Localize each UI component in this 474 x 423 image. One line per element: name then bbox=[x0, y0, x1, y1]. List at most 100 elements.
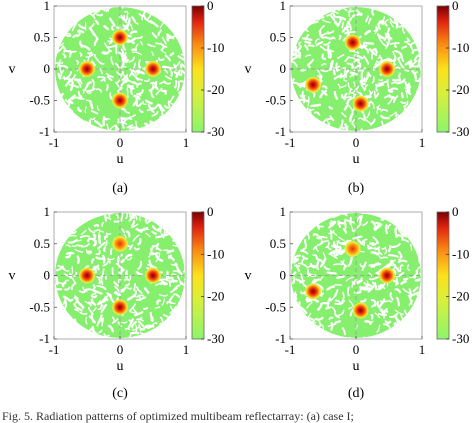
null-speckle bbox=[389, 112, 396, 117]
null-speckle bbox=[399, 313, 404, 321]
null-speckle bbox=[380, 108, 389, 112]
null-speckle bbox=[75, 78, 82, 88]
null-speckle bbox=[135, 270, 143, 276]
null-speckle bbox=[143, 306, 149, 311]
null-speckle bbox=[371, 76, 375, 84]
y-tick-label: -1 bbox=[39, 124, 50, 139]
null-speckle bbox=[334, 301, 344, 305]
null-speckle bbox=[397, 259, 408, 264]
null-speckle bbox=[125, 26, 130, 31]
null-speckle bbox=[124, 52, 128, 60]
null-speckle bbox=[113, 280, 120, 287]
null-speckle bbox=[374, 312, 381, 319]
null-speckle bbox=[351, 91, 356, 99]
null-speckle bbox=[84, 85, 89, 92]
colorbar bbox=[436, 211, 450, 340]
null-speckle bbox=[140, 228, 146, 233]
null-speckle bbox=[177, 55, 185, 62]
null-speckle bbox=[377, 285, 386, 290]
null-speckle bbox=[69, 74, 77, 83]
null-speckle bbox=[315, 283, 324, 291]
x-tick-label: -1 bbox=[285, 342, 296, 357]
null-speckle bbox=[337, 222, 341, 228]
null-speckle bbox=[300, 98, 306, 104]
null-speckle bbox=[422, 269, 424, 273]
null-speckle bbox=[305, 27, 309, 32]
null-speckle bbox=[342, 264, 347, 271]
null-speckle bbox=[121, 228, 126, 234]
null-speckle bbox=[318, 25, 325, 32]
null-speckle bbox=[100, 303, 108, 313]
null-speckle bbox=[147, 263, 158, 269]
null-speckle bbox=[143, 287, 150, 294]
null-speckle bbox=[334, 252, 341, 257]
null-speckle bbox=[161, 50, 167, 54]
null-speckle bbox=[366, 91, 374, 99]
null-speckle bbox=[337, 83, 341, 90]
null-speckle bbox=[367, 285, 375, 293]
null-speckle bbox=[156, 247, 162, 252]
null-speckle bbox=[367, 17, 372, 25]
null-speckle bbox=[301, 90, 306, 100]
null-speckle bbox=[64, 298, 68, 305]
null-speckle bbox=[85, 249, 91, 255]
null-speckle bbox=[133, 290, 138, 298]
null-speckle bbox=[77, 244, 84, 248]
null-speckle bbox=[391, 259, 397, 268]
null-speckle bbox=[394, 111, 398, 118]
null-speckle bbox=[55, 265, 64, 272]
null-speckle bbox=[129, 275, 132, 280]
null-speckle bbox=[312, 245, 318, 251]
null-speckle bbox=[353, 64, 361, 72]
y-tick-label: 1 bbox=[280, 204, 287, 219]
null-speckle bbox=[55, 281, 66, 285]
null-speckle bbox=[397, 271, 405, 278]
null-speckle bbox=[106, 75, 113, 82]
null-speckle bbox=[168, 280, 172, 287]
null-speckle bbox=[334, 244, 338, 255]
null-speckle bbox=[307, 96, 310, 107]
null-speckle bbox=[407, 42, 413, 50]
null-speckle bbox=[160, 46, 165, 52]
null-speckle bbox=[125, 282, 130, 287]
null-speckle bbox=[406, 264, 411, 271]
null-speckle bbox=[368, 276, 379, 281]
colorbar-tick-label: -10 bbox=[452, 246, 469, 261]
null-speckle bbox=[96, 300, 102, 306]
null-speckle bbox=[363, 281, 369, 291]
null-speckle bbox=[104, 213, 108, 222]
null-speckle bbox=[101, 317, 105, 327]
null-speckle bbox=[377, 54, 381, 59]
null-speckle bbox=[137, 238, 142, 246]
x-axis-label: u bbox=[117, 152, 124, 167]
null-speckle bbox=[121, 74, 128, 81]
null-speckle bbox=[328, 105, 334, 110]
null-speckle bbox=[308, 108, 312, 115]
null-speckle bbox=[126, 257, 133, 261]
null-speckle bbox=[120, 118, 125, 129]
null-speckle bbox=[98, 234, 102, 245]
null-speckle bbox=[383, 32, 388, 41]
null-speckle bbox=[376, 300, 381, 309]
null-speckle bbox=[101, 298, 108, 304]
null-speckle bbox=[101, 221, 105, 227]
null-speckle bbox=[106, 292, 111, 298]
null-speckle bbox=[387, 245, 392, 253]
null-speckle bbox=[146, 219, 152, 225]
beam-1 bbox=[112, 29, 128, 46]
null-speckle bbox=[398, 267, 402, 272]
null-speckle bbox=[124, 15, 129, 22]
null-speckle bbox=[71, 22, 78, 32]
null-speckle bbox=[77, 239, 82, 242]
null-speckle bbox=[85, 316, 88, 325]
x-tick-label: -1 bbox=[49, 135, 60, 150]
null-speckle bbox=[186, 68, 192, 69]
null-speckle bbox=[57, 72, 62, 80]
null-speckle bbox=[117, 278, 122, 284]
null-speckle bbox=[336, 54, 345, 60]
null-speckle bbox=[387, 254, 399, 258]
null-speckle bbox=[376, 106, 382, 111]
null-speckle bbox=[128, 303, 136, 312]
null-speckle bbox=[400, 92, 404, 99]
